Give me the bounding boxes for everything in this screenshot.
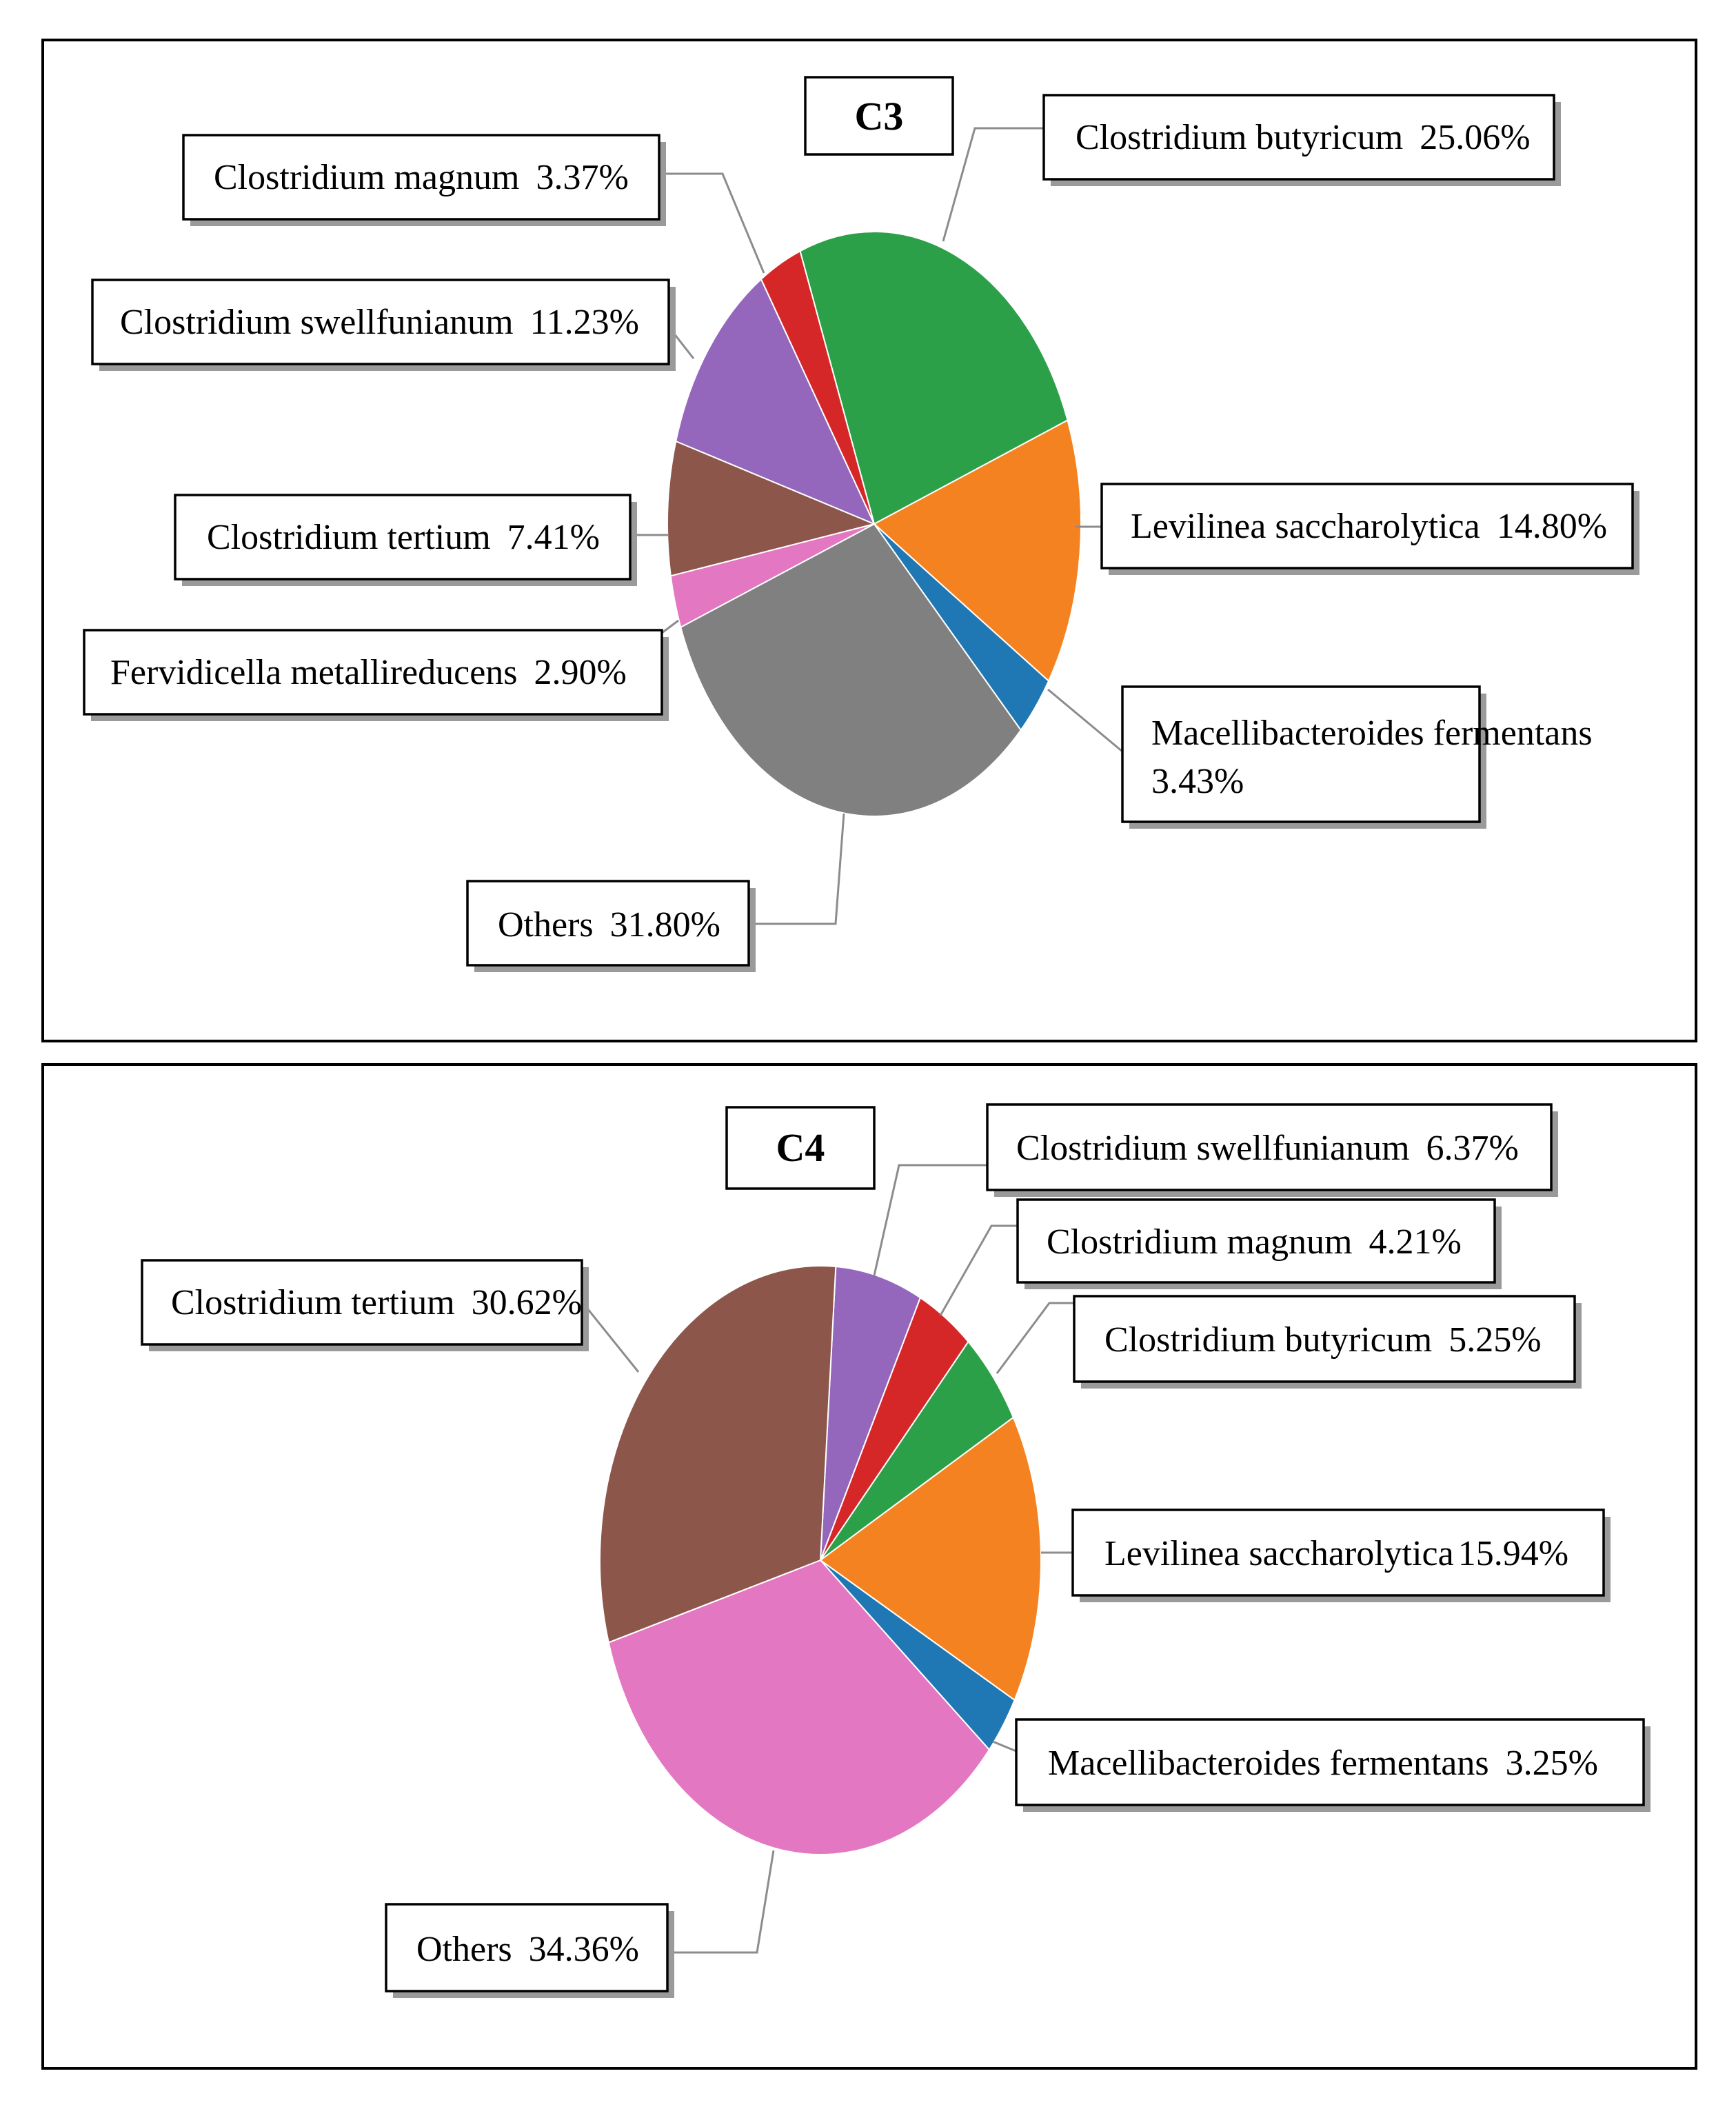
leader-lines-c4: [581, 1164, 1074, 1954]
chart-title: C4: [776, 1125, 825, 1170]
pie-slice-levilinea-saccharolytica: [873, 419, 1082, 683]
slice-label: Clostridium swellfunianum: [1016, 1129, 1410, 1168]
leader-lines-c3: [630, 127, 1123, 925]
pie-c4: [599, 1264, 1042, 1855]
pie-slice-clostridium-magnum: [760, 250, 875, 525]
slice-value: 30.62%: [472, 1283, 582, 1322]
slice-label: Clostridium tertium: [207, 518, 491, 557]
slice-label: Others: [498, 905, 594, 945]
leader-line-clostridium-butyricum: [942, 127, 1044, 242]
pie-slice-clostridium-tertium: [667, 440, 877, 577]
slice-label: Fervidicella metallireducens: [110, 653, 518, 692]
slice-label: Macellibacteroides fermentans: [1048, 1744, 1489, 1783]
data-label: Levilinea saccharolytica 15.94%: [1071, 1508, 1611, 1602]
slice-label: Clostridium magnum: [1047, 1222, 1352, 1262]
slice-value: 3.43%: [1151, 762, 1244, 801]
slice-value: 31.80%: [610, 905, 720, 945]
data-label: Clostridium swellfunianum 6.37%: [986, 1103, 1558, 1197]
slice-label: Clostridium butyricum: [1104, 1320, 1432, 1360]
leader-line-fervidicella-metallireducens: [661, 619, 679, 634]
chart-panel-c4: C4 Clostridium swellfunianum 6.37% Clostr…: [41, 1063, 1697, 2070]
leader-line-clostridium-tertium: [581, 1301, 640, 1373]
leader-line-others: [667, 1850, 775, 1954]
slice-value: 3.37%: [536, 158, 628, 197]
slice-value: 6.37%: [1426, 1129, 1519, 1168]
chart-title-c4: C4: [725, 1106, 876, 1190]
leader-line-clostridium-swellfunianum: [873, 1164, 987, 1276]
data-label: Clostridium butyricum 5.25%: [1073, 1295, 1582, 1389]
slice-label: Clostridium butyricum: [1076, 118, 1403, 157]
leader-line-clostridium-magnum: [659, 172, 765, 274]
leader-line-macellibacteroides-fermentans: [1047, 688, 1123, 753]
data-label: Clostridium tertium 7.41%: [174, 494, 637, 586]
data-label: Clostridium butyricum 25.06%: [1042, 94, 1561, 186]
slice-value: 34.36%: [529, 1930, 639, 1969]
slice-value: 11.23%: [530, 303, 639, 342]
pie-slice-levilinea-saccharolytica: [819, 1416, 1042, 1702]
chart-title: C3: [855, 94, 904, 139]
data-label: Clostridium swellfunianum 11.23%: [91, 279, 676, 371]
data-label: Levilinea saccharolytica 14.80%: [1100, 483, 1639, 575]
leader-line-clostridium-butyricum: [996, 1302, 1074, 1374]
data-label: Others 31.80%: [466, 880, 756, 972]
pie-slice-others: [607, 1559, 991, 1855]
slice-value: 25.06%: [1420, 118, 1530, 157]
slice-label: Clostridium swellfunianum: [120, 303, 514, 342]
chart-panel-c3: C3 Clostridium butyricum 25.06% Levilinea…: [41, 39, 1697, 1042]
slice-label: Levilinea saccharolytica: [1131, 507, 1480, 546]
data-label: Fervidicella metallireducens 2.90%: [83, 629, 669, 721]
data-label: Others 34.36%: [385, 1903, 674, 1998]
slice-value: 7.41%: [507, 518, 600, 557]
slice-value: 5.25%: [1449, 1320, 1541, 1360]
pie-c3: [667, 231, 1082, 817]
pie-slice-clostridium-butyricum: [799, 231, 1069, 525]
pie-slice-others: [680, 523, 1022, 817]
data-label: Macellibacteroides fermentans 3.43%: [1121, 685, 1593, 829]
pie-slice-clostridium-swellfunianum: [820, 1265, 922, 1561]
slice-label: Clostridium magnum: [214, 158, 519, 197]
slice-value: 14.80%: [1497, 507, 1607, 546]
pie-slice-clostridium-butyricum: [820, 1340, 1015, 1561]
slice-value: 2.90%: [534, 653, 627, 692]
pie-slice-clostridium-tertium: [599, 1264, 837, 1644]
slice-value: 15.94%: [1458, 1534, 1568, 1573]
pie-slice-clostridium-swellfunianum: [675, 278, 876, 525]
data-label: Macellibacteroides fermentans 3.25%: [1015, 1718, 1651, 1812]
data-label: Clostridium tertium 30.62%: [141, 1259, 589, 1351]
slice-label: Levilinea saccharolytica: [1104, 1534, 1454, 1573]
leader-line-clostridium-magnum: [939, 1224, 1018, 1316]
slice-label: Clostridium tertium: [171, 1283, 455, 1322]
data-label: Clostridium magnum 4.21%: [1016, 1198, 1502, 1289]
slice-label: Macellibacteroides fermentans: [1151, 714, 1593, 753]
leader-line-others: [749, 813, 845, 925]
leader-line-macellibacteroides-fermentans: [992, 1740, 1017, 1753]
data-label: Clostridium magnum 3.37%: [182, 134, 666, 226]
slice-value: 3.25%: [1506, 1744, 1598, 1783]
chart-title-c3: C3: [804, 76, 954, 156]
slice-value: 4.21%: [1369, 1222, 1461, 1262]
slice-label: Others: [416, 1930, 512, 1969]
